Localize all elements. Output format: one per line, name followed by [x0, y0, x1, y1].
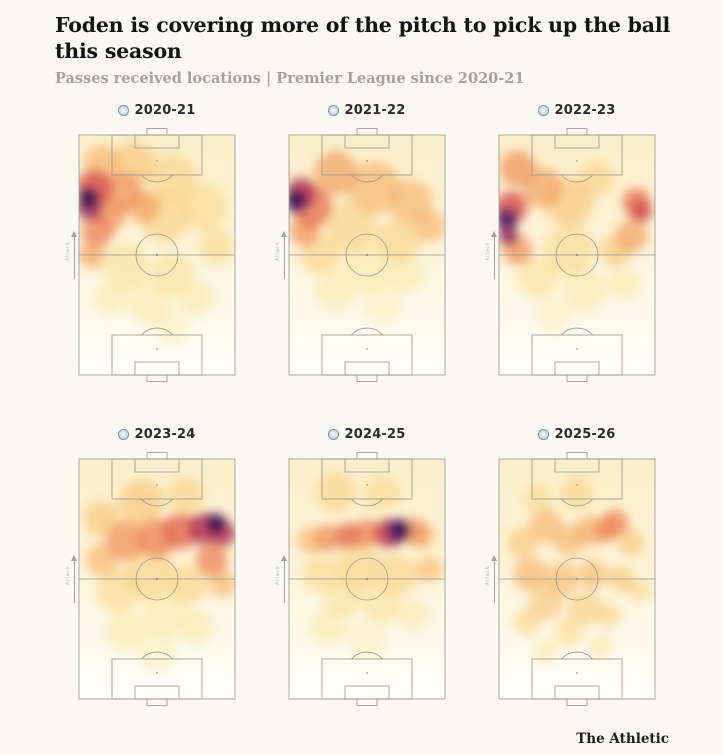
- man-city-badge-icon: [328, 429, 340, 441]
- season-label-text: 2020-21: [134, 103, 196, 119]
- pitch-svg: [78, 128, 236, 383]
- pitch-wrap: Attack: [485, 128, 656, 383]
- pitch-wrap: Attack: [65, 452, 236, 707]
- attack-direction-label: Attack: [485, 566, 491, 586]
- pitch-svg: [498, 128, 656, 383]
- pitch-svg: [78, 452, 236, 707]
- season-label: 2023-24: [78, 427, 236, 442]
- season-heatmap-grid: 2020-21 Attack: [65, 103, 723, 707]
- pitch-heatmap: [78, 128, 236, 383]
- attack-direction-indicator: Attack: [65, 231, 77, 280]
- chart-title: Foden is covering more of the pitch to p…: [55, 13, 671, 63]
- season-panel-2021-22: 2021-22 Attack: [275, 103, 446, 383]
- season-label: 2022-23: [498, 103, 656, 118]
- pitch-heatmap: [498, 452, 656, 707]
- season-panel-2025-26: 2025-26 Attack: [485, 427, 656, 707]
- season-panel-2024-25: 2024-25 Attack: [275, 427, 446, 707]
- attack-direction-label: Attack: [65, 566, 71, 586]
- pitch-wrap: Attack: [65, 128, 236, 383]
- chart-subtitle: Passes received locations | Premier Leag…: [55, 70, 525, 88]
- season-panel-2020-21: 2020-21 Attack: [65, 103, 236, 383]
- pitch-heatmap: [288, 128, 446, 383]
- pitch-wrap: Attack: [485, 452, 656, 707]
- header: Foden is covering more of the pitch to p…: [0, 0, 723, 87]
- footer: The Athletic: [0, 731, 723, 747]
- season-label-text: 2025-26: [554, 427, 616, 443]
- attack-direction-label: Attack: [275, 566, 281, 586]
- man-city-badge-icon: [118, 105, 130, 117]
- season-panel-2022-23: 2022-23 Attack: [485, 103, 656, 383]
- pitch-svg: [498, 452, 656, 707]
- pitch-wrap: Attack: [275, 128, 446, 383]
- season-label-text: 2024-25: [344, 427, 406, 443]
- season-label: 2024-25: [288, 427, 446, 442]
- season-label: 2025-26: [498, 427, 656, 442]
- attack-direction-indicator: Attack: [275, 555, 287, 604]
- man-city-badge-icon: [538, 429, 550, 441]
- attack-direction-indicator: Attack: [275, 231, 287, 280]
- attribution: The Athletic: [576, 731, 669, 748]
- attack-direction-indicator: Attack: [65, 555, 77, 604]
- attack-direction-label: Attack: [65, 242, 71, 262]
- season-label: 2020-21: [78, 103, 236, 118]
- season-panel-2023-24: 2023-24 Attack: [65, 427, 236, 707]
- season-label-text: 2023-24: [134, 427, 196, 443]
- pitch-heatmap: [78, 452, 236, 707]
- man-city-badge-icon: [538, 105, 550, 117]
- season-label: 2021-22: [288, 103, 446, 118]
- pitch-wrap: Attack: [275, 452, 446, 707]
- man-city-badge-icon: [118, 429, 130, 441]
- attack-direction-label: Attack: [275, 242, 281, 262]
- season-label-text: 2022-23: [554, 103, 616, 119]
- man-city-badge-icon: [328, 105, 340, 117]
- attack-direction-indicator: Attack: [485, 555, 497, 604]
- pitch-svg: [288, 128, 446, 383]
- pitch-heatmap: [498, 128, 656, 383]
- pitch-svg: [288, 452, 446, 707]
- attack-direction-label: Attack: [485, 242, 491, 262]
- pitch-heatmap: [288, 452, 446, 707]
- attack-direction-indicator: Attack: [485, 231, 497, 280]
- season-label-text: 2021-22: [344, 103, 406, 119]
